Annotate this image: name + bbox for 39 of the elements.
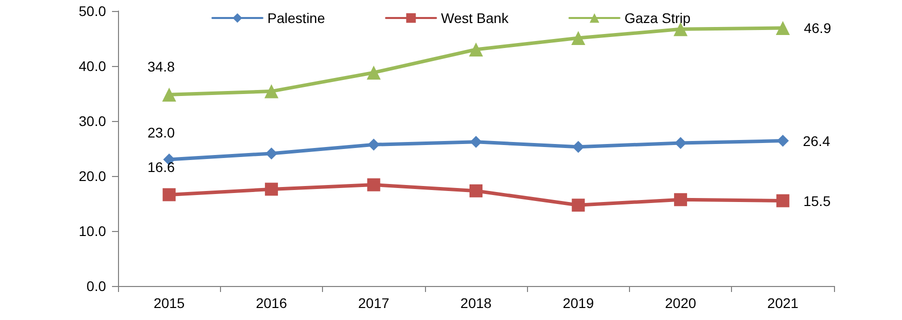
legend-label: Gaza Strip xyxy=(624,10,691,26)
point xyxy=(572,140,584,153)
point xyxy=(674,193,688,206)
data-label: 46.9 xyxy=(804,20,832,36)
x-tick-label: 2017 xyxy=(358,295,390,311)
point xyxy=(470,184,482,198)
data-label: 34.8 xyxy=(148,58,175,75)
y-tick-label: 0.0 xyxy=(86,278,106,294)
data-label: 15.5 xyxy=(803,192,831,209)
y-tick-label: 20.0 xyxy=(78,168,106,184)
point xyxy=(368,138,380,151)
y-tick-label: 50.0 xyxy=(78,3,106,19)
point xyxy=(776,194,790,208)
y-tick-label: 10.0 xyxy=(78,223,106,239)
point xyxy=(470,136,482,148)
y-tick-label: 30.0 xyxy=(78,113,106,129)
data-label: 26.4 xyxy=(802,132,830,149)
y-tick-label: 40.0 xyxy=(78,58,106,74)
point xyxy=(264,84,278,98)
point xyxy=(776,21,790,36)
data-label: 16.6 xyxy=(148,159,175,176)
x-tick-label: 2018 xyxy=(460,295,492,311)
x-tick-label: 2015 xyxy=(154,295,185,311)
legend-label: Palestine xyxy=(267,10,326,26)
x-tick-label: 2021 xyxy=(767,295,799,311)
data-label: 23.0 xyxy=(148,124,175,140)
point xyxy=(264,182,278,196)
point xyxy=(162,88,176,102)
point xyxy=(366,66,381,80)
point xyxy=(162,188,176,202)
point xyxy=(571,30,586,45)
point xyxy=(572,198,585,212)
x-tick-label: 2019 xyxy=(562,295,594,311)
legend-label: West Bank xyxy=(441,10,510,26)
x-tick-label: 2020 xyxy=(664,295,696,311)
point xyxy=(367,178,380,192)
x-tick-label: 2016 xyxy=(256,295,288,311)
point xyxy=(776,134,789,147)
point xyxy=(469,42,483,56)
